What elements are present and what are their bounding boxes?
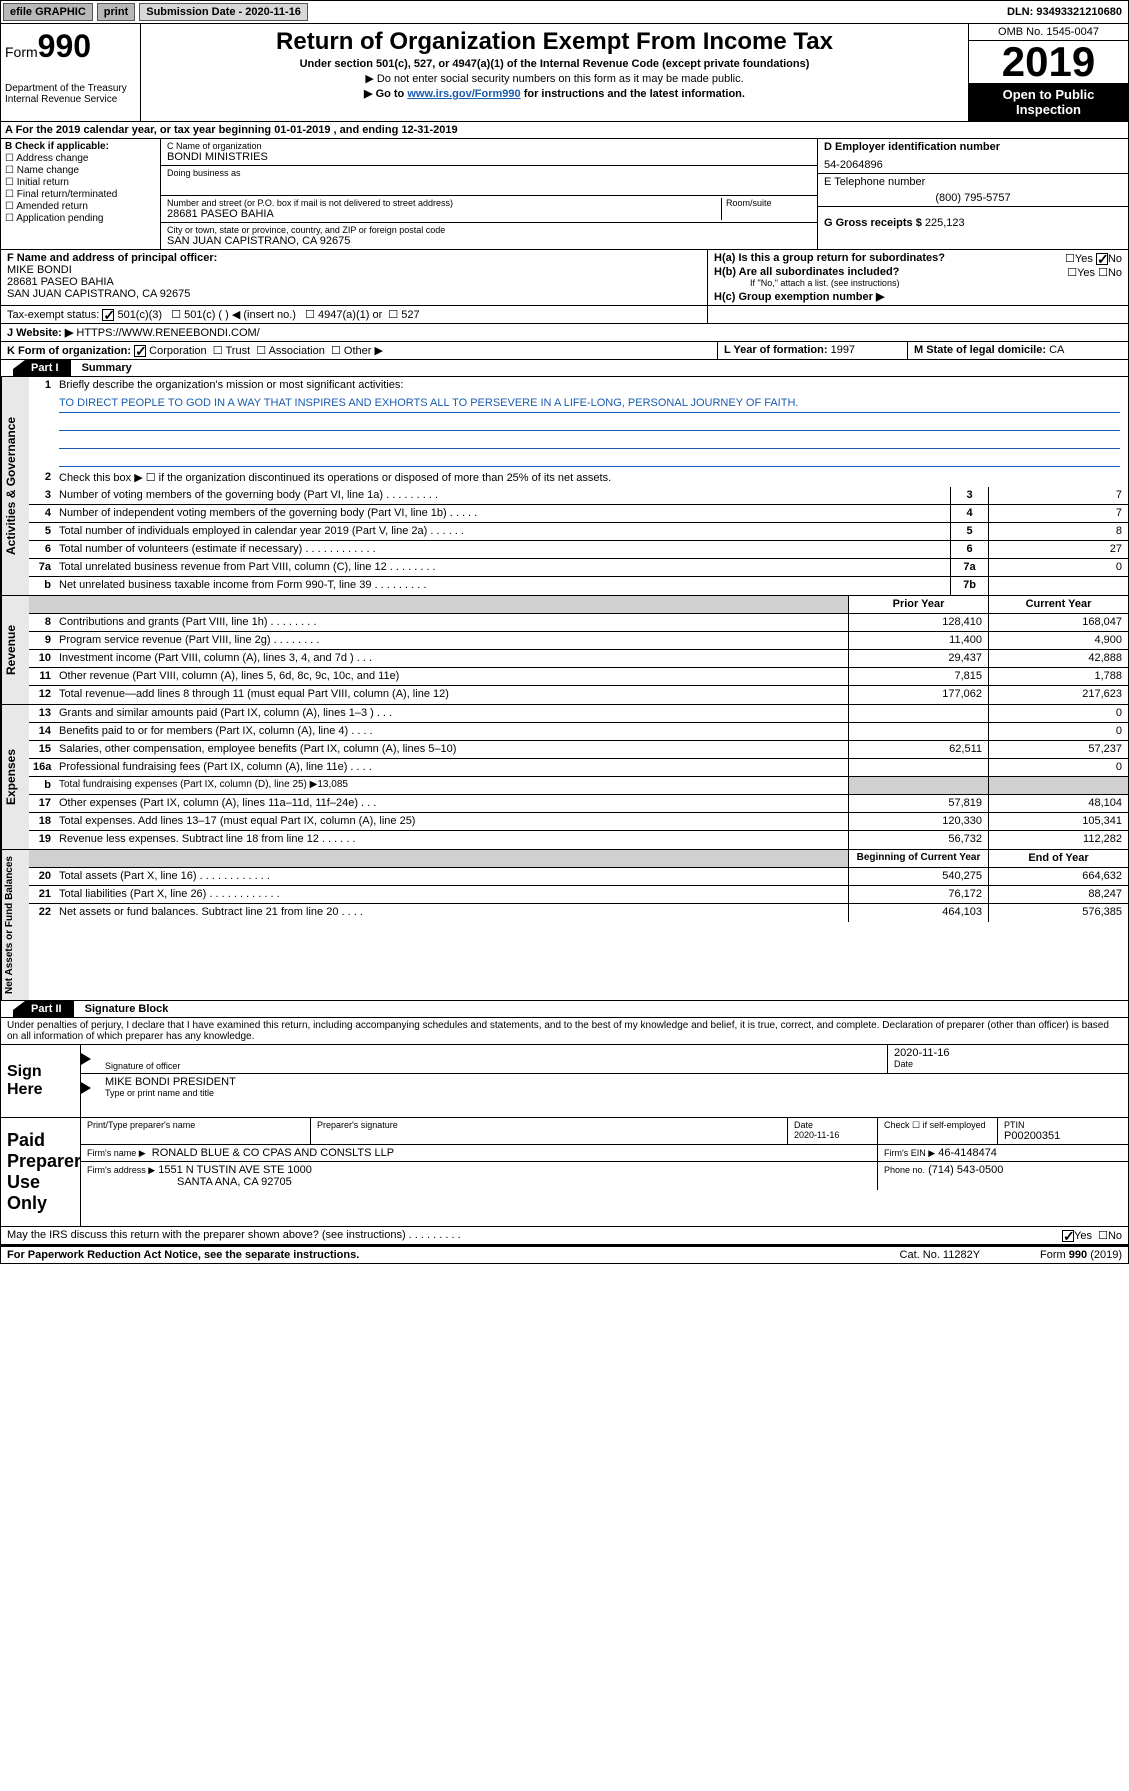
side-expenses: Expenses xyxy=(1,705,29,849)
sign-here-label: Sign Here xyxy=(1,1045,81,1117)
officer-name: MIKE BONDI PRESIDENT xyxy=(105,1076,1122,1088)
box-c: C Name of organization BONDI MINISTRIES … xyxy=(161,139,818,249)
form-header: Form990 Department of the Treasury Inter… xyxy=(0,24,1129,122)
box-h: H(a) Is this a group return for subordin… xyxy=(708,250,1128,305)
side-net-assets: Net Assets or Fund Balances xyxy=(1,850,29,1000)
irs-link[interactable]: www.irs.gov/Form990 xyxy=(407,88,520,100)
box-i: Tax-exempt status: 501(c)(3) ☐ 501(c) ( … xyxy=(1,306,708,323)
dln: DLN: 93493321210680 xyxy=(1007,6,1128,18)
print-button[interactable]: print xyxy=(97,3,135,21)
box-k: K Form of organization: Corporation ☐ Tr… xyxy=(1,342,718,359)
box-b: B Check if applicable: ☐ Address change … xyxy=(1,139,161,249)
title-sub2: ▶ Do not enter social security numbers o… xyxy=(147,72,962,85)
cat-no: Cat. No. 11282Y xyxy=(900,1249,981,1261)
top-bar: efile GRAPHIC print Submission Date - 20… xyxy=(0,0,1129,24)
form-footer: Form 990 (2019) xyxy=(1040,1249,1122,1261)
box-m: M State of legal domicile: CA xyxy=(908,342,1128,359)
box-l: L Year of formation: 1997 xyxy=(718,342,908,359)
submission-date: Submission Date - 2020-11-16 xyxy=(139,3,308,21)
box-j: J Website: ▶ HTTPS://WWW.RENEEBONDI.COM/ xyxy=(0,324,1129,342)
open-public-badge: Open to Public Inspection xyxy=(969,83,1128,121)
dept-treasury: Department of the Treasury xyxy=(5,83,136,94)
box-f: F Name and address of principal officer:… xyxy=(1,250,708,305)
part-i-tab: Part I xyxy=(13,360,71,376)
org-city: SAN JUAN CAPISTRANO, CA 92675 xyxy=(167,235,811,247)
side-revenue: Revenue xyxy=(1,596,29,704)
part-ii-title: Signature Block xyxy=(77,1001,177,1017)
arrow-icon xyxy=(81,1082,91,1094)
part-ii-tab: Part II xyxy=(13,1001,74,1017)
title-sub1: Under section 501(c), 527, or 4947(a)(1)… xyxy=(147,58,962,70)
org-name: BONDI MINISTRIES xyxy=(167,151,811,163)
mission-text: TO DIRECT PEOPLE TO GOD IN A WAY THAT IN… xyxy=(59,397,1120,413)
ein: 54-2064896 xyxy=(824,159,1122,171)
firm-name: RONALD BLUE & CO CPAS AND CONSLTS LLP xyxy=(152,1147,394,1159)
irs-label: Internal Revenue Service xyxy=(5,94,136,105)
paperwork-notice: For Paperwork Reduction Act Notice, see … xyxy=(7,1249,359,1261)
side-governance: Activities & Governance xyxy=(1,377,29,595)
firm-ein: 46-4148474 xyxy=(938,1147,997,1159)
ptin: P00200351 xyxy=(1004,1130,1122,1142)
declaration-text: Under penalties of perjury, I declare th… xyxy=(0,1018,1129,1045)
efile-label: efile GRAPHIC xyxy=(3,3,93,21)
line-a: A For the 2019 calendar year, or tax yea… xyxy=(0,122,1129,139)
paid-preparer-label: Paid Preparer Use Only xyxy=(1,1118,81,1226)
form-title: Return of Organization Exempt From Incom… xyxy=(147,28,962,56)
title-sub3: ▶ Go to www.irs.gov/Form990 for instruct… xyxy=(147,87,962,100)
org-address: 28681 PASEO BAHIA xyxy=(167,208,721,220)
part-i-title: Summary xyxy=(74,360,140,376)
arrow-icon xyxy=(81,1053,91,1065)
box-d: D Employer identification number 54-2064… xyxy=(818,139,1128,249)
website-url: HTTPS://WWW.RENEEBONDI.COM/ xyxy=(76,327,259,339)
form-number: Form990 xyxy=(5,28,136,65)
telephone: (800) 795-5757 xyxy=(824,192,1122,204)
tax-year: 2019 xyxy=(969,41,1128,83)
gross-receipts: 225,123 xyxy=(925,217,965,229)
firm-phone: (714) 543-0500 xyxy=(928,1164,1003,1176)
may-irs-row: May the IRS discuss this return with the… xyxy=(0,1227,1129,1245)
